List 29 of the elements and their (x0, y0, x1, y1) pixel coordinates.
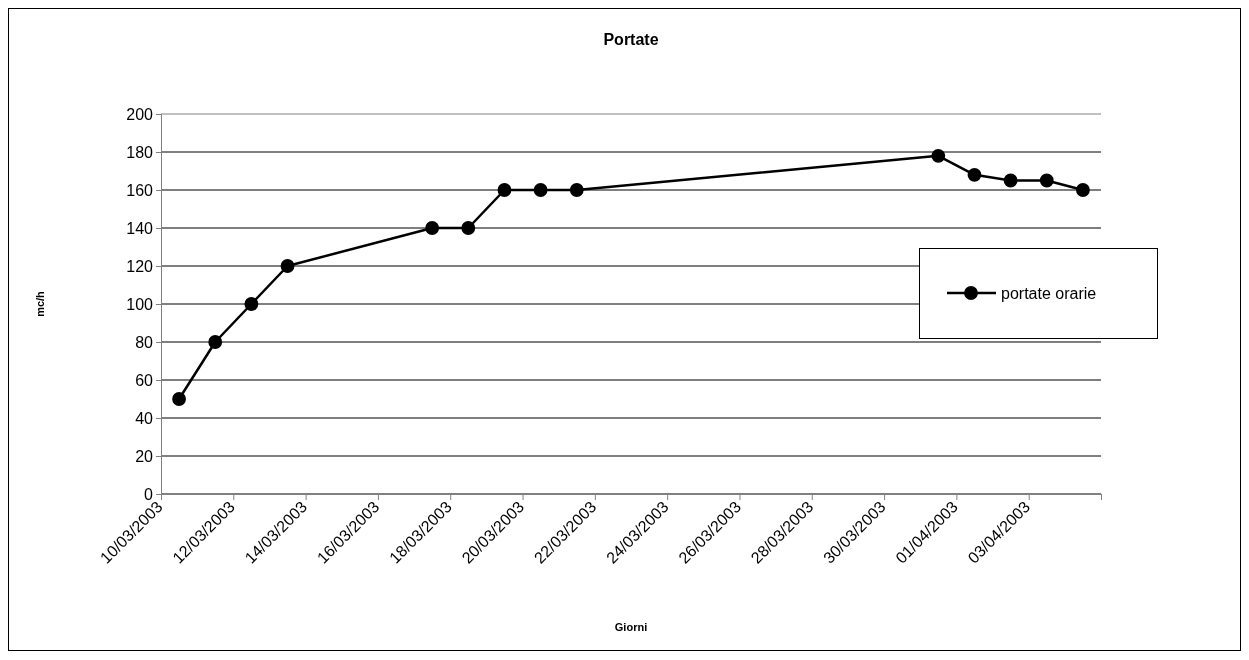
y-axis-title: mc/h (34, 290, 46, 317)
point (1076, 183, 1090, 197)
point (1003, 173, 1018, 188)
y-tick-label: 60 (135, 371, 154, 389)
y-tick-label: 200 (126, 105, 154, 123)
y-tick-label: 160 (126, 181, 154, 199)
y-tick-label: 140 (126, 219, 154, 237)
y-tick-label: 80 (135, 333, 154, 351)
y-tick-label: 120 (126, 257, 154, 275)
point (425, 221, 440, 235)
point (172, 392, 186, 406)
point (931, 148, 946, 163)
y-tick-label: 20 (135, 447, 154, 465)
y-tick-label: 0 (144, 485, 154, 503)
point (497, 183, 512, 197)
legend-label: portate orarie (1001, 284, 1097, 302)
chart-title: Portate (603, 31, 659, 48)
point (569, 183, 584, 197)
point (208, 335, 223, 349)
x-axis-title: Giorni (614, 621, 648, 633)
point (533, 183, 548, 197)
point (280, 259, 295, 273)
y-tick-label: 180 (126, 143, 154, 161)
y-tick-label: 40 (135, 409, 154, 427)
y-tick-label: 100 (126, 295, 154, 313)
point (1039, 173, 1054, 188)
point (461, 221, 476, 235)
point (244, 297, 259, 311)
point (967, 167, 982, 182)
